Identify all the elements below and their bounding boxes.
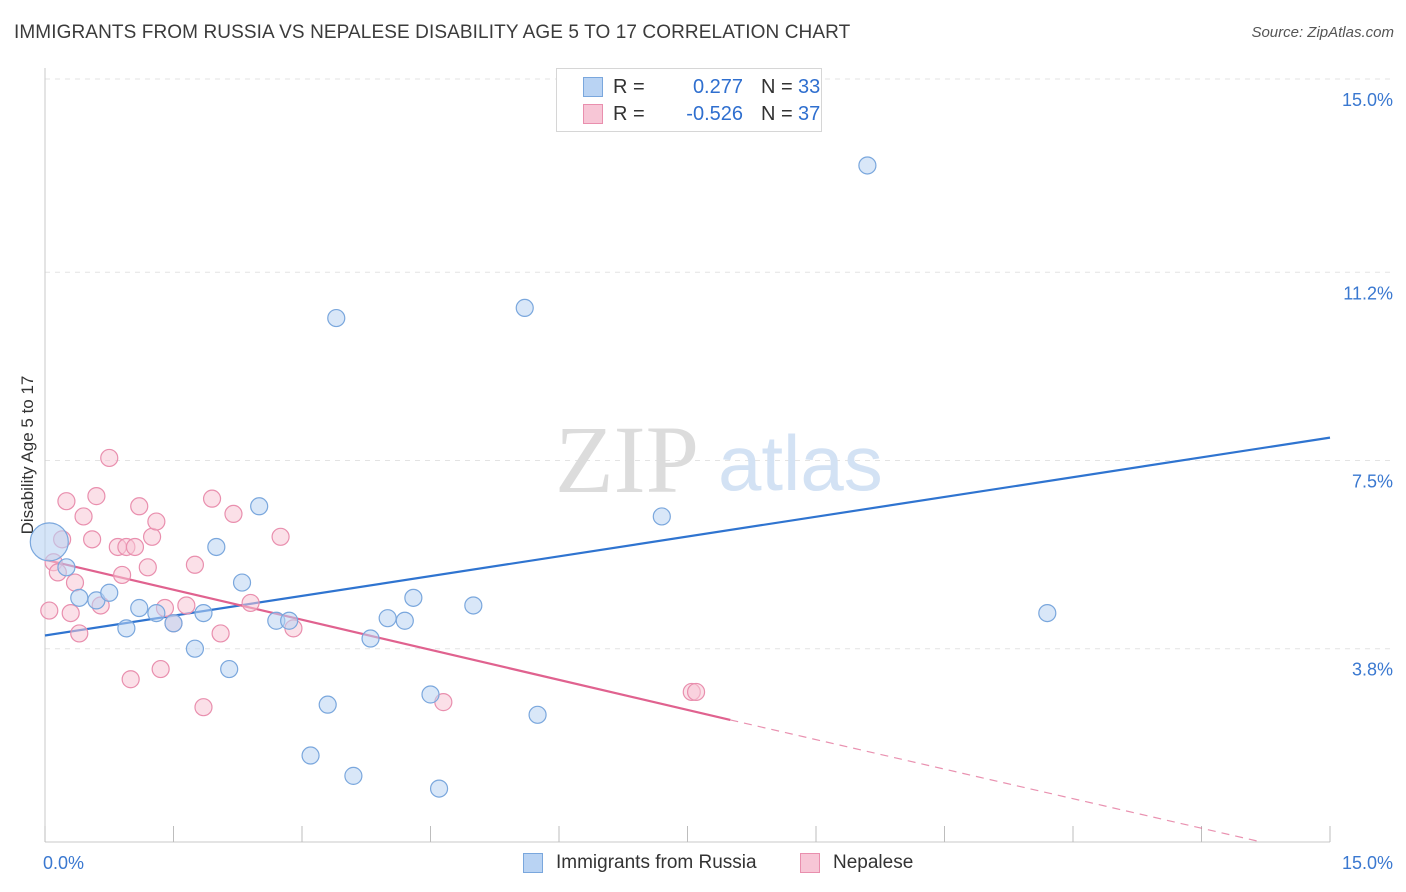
nepalese-point [100, 448, 119, 468]
nepalese-point [271, 527, 290, 546]
russia-point [207, 537, 226, 557]
nepalese-point [57, 492, 76, 511]
nepalese-point [125, 537, 145, 557]
r-value: 0.277 [692, 76, 743, 98]
russia-point [327, 308, 346, 328]
nepalese-point [61, 603, 80, 623]
russia-point [404, 588, 423, 607]
nepalese-point [194, 698, 213, 717]
russia-point [378, 609, 397, 628]
series-legend: Immigrants from Russia Nepalese [0, 852, 1406, 878]
nepalese-point [151, 659, 170, 679]
russia-point [652, 507, 671, 526]
russia-point [130, 598, 149, 618]
axes [44, 68, 1331, 843]
russia-point [185, 639, 205, 658]
nepalese-point [138, 558, 157, 577]
russia-point [164, 614, 183, 633]
nepalese-point [74, 507, 93, 526]
nepalese-point [112, 565, 132, 585]
nepalese-point [142, 527, 162, 546]
grid-lines [45, 78, 1393, 650]
russia-point [70, 588, 89, 607]
russia-point [117, 619, 136, 638]
tick-labels: 3.8% 7.5% 11.2% 15.0% 0.0% 15.0% [43, 90, 1393, 873]
nepalese-point [224, 504, 243, 524]
russia-point [361, 629, 380, 648]
y-tick-label: 15.0% [1342, 90, 1393, 110]
russia-point [318, 695, 337, 714]
nepalese-point [65, 573, 85, 592]
nepalese-trend-extension [730, 719, 1262, 843]
nepalese-trend-line [44, 558, 731, 721]
source-credit: Source: ZipAtlas.com [1251, 24, 1394, 41]
chart-title: IMMIGRANTS FROM RUSSIA VS NEPALESE DISAB… [14, 22, 851, 43]
data-points [29, 156, 1057, 798]
russia-point [464, 596, 483, 615]
zipatlas-watermark: ZIP atlas [555, 406, 883, 513]
nepalese-point [121, 670, 140, 689]
nepalese-point [686, 682, 706, 702]
n-label: N = [761, 103, 793, 125]
nepalese-point [147, 512, 166, 531]
russia-point [395, 611, 414, 630]
legend-label: Immigrants from Russia [556, 852, 757, 873]
russia-point [57, 558, 76, 577]
russia-point [515, 298, 534, 317]
n-label: N = [761, 76, 793, 98]
n-value: 33 [798, 76, 821, 98]
correlation-legend: R = 0.277 N = 33 R = -0.526 N = 37 [556, 68, 822, 132]
nepalese-point [177, 596, 196, 615]
russia-point [344, 766, 363, 785]
nepalese-swatch [583, 104, 603, 124]
r-value: -0.526 [686, 103, 743, 125]
russia-swatch [583, 77, 603, 97]
russia-point [421, 685, 440, 704]
nepalese-point [87, 487, 106, 506]
y-tick-label: 7.5% [1352, 472, 1393, 492]
russia-point [1038, 603, 1057, 623]
watermark-atlas: atlas [718, 419, 883, 507]
russia-point [250, 497, 269, 516]
russia-point [194, 603, 213, 623]
nepalese-point [185, 555, 205, 574]
nepalese-point [241, 593, 260, 613]
russia-point [147, 603, 166, 623]
y-tick-label: 11.2% [1343, 283, 1393, 303]
nepalese-point [202, 489, 222, 508]
x-tick-label: 15.0% [1342, 853, 1393, 873]
r-label: R = [613, 103, 645, 125]
nepalese-swatch [800, 853, 820, 873]
russia-point [528, 705, 547, 724]
nepalese-point [83, 530, 102, 549]
nepalese-point [211, 624, 230, 643]
watermark-zip: ZIP [555, 406, 699, 513]
y-tick-label: 3.8% [1352, 660, 1393, 680]
russia-point [232, 573, 252, 592]
russia-point [858, 156, 877, 175]
russia-swatch [523, 853, 543, 873]
nepalese-point [130, 497, 149, 516]
russia-point [100, 583, 119, 602]
n-value: 37 [798, 103, 821, 125]
r-label: R = [613, 76, 645, 98]
nepalese-point [40, 601, 59, 620]
russia-point [29, 522, 69, 562]
russia-point [280, 611, 299, 630]
russia-point [429, 779, 449, 798]
legend-label: Nepalese [833, 852, 914, 873]
russia-point [301, 746, 320, 765]
nepalese-point [70, 624, 89, 643]
x-tick-label: 0.0% [43, 853, 84, 873]
russia-point [220, 659, 239, 679]
